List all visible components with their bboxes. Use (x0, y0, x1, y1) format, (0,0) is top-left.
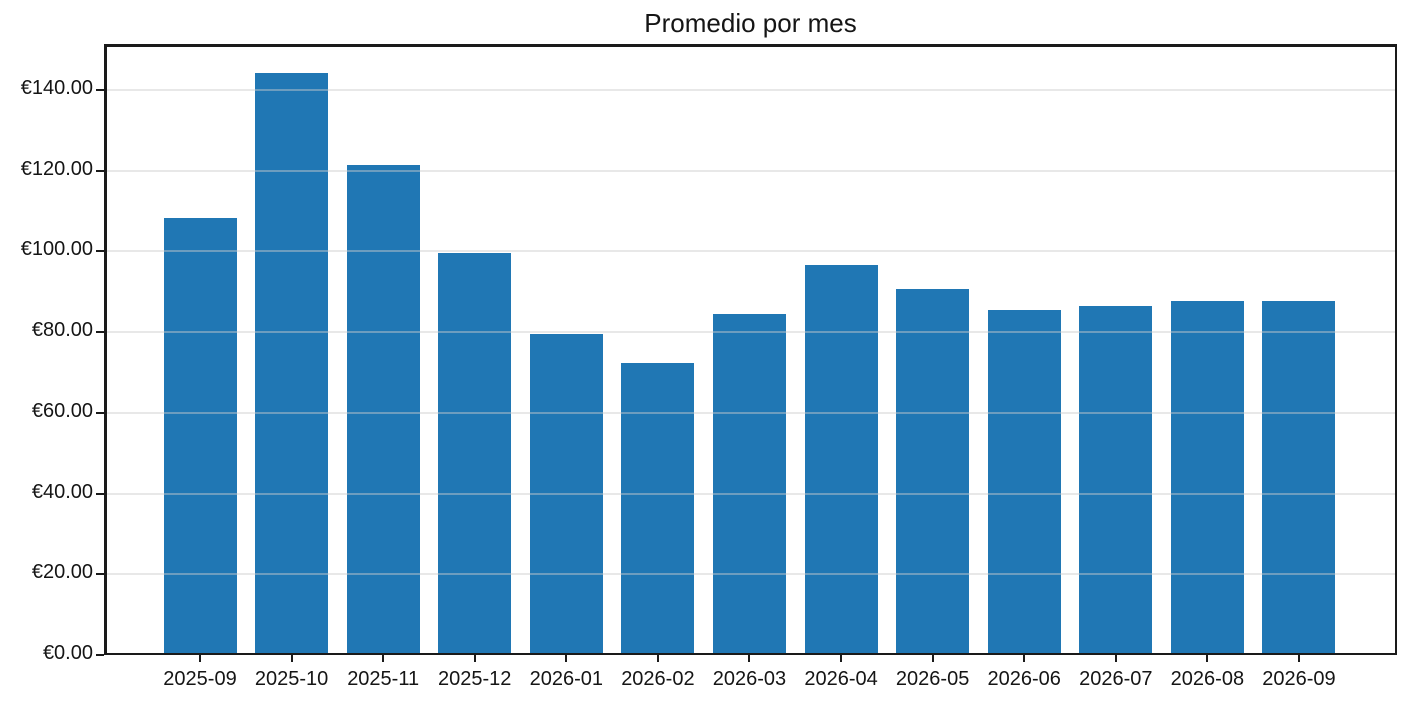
bar-2026-05 (896, 288, 970, 655)
right-spine (1394, 44, 1397, 655)
x-tick-label: 2026-07 (1079, 668, 1153, 690)
bar-2025-12 (438, 252, 512, 655)
y-tick (96, 169, 104, 172)
x-tick (1297, 655, 1300, 662)
y-tick (96, 411, 104, 414)
y-tick (96, 89, 104, 91)
gridline-80 (104, 331, 1397, 334)
bar-2026-06 (987, 309, 1061, 655)
x-tick-label: 2025-12 (438, 668, 512, 690)
gridline-120 (104, 169, 1397, 172)
y-tick-label: €20.00 (31, 561, 93, 584)
bar-2026-08 (1170, 300, 1244, 655)
y-tick (96, 492, 104, 495)
x-tick (565, 655, 568, 662)
y-tick (96, 654, 104, 656)
x-tick (382, 655, 385, 662)
y-tick-label: €40.00 (31, 480, 93, 503)
y-axis-line (104, 44, 107, 655)
x-tick-label: 2026-05 (895, 668, 970, 690)
x-tick-label: 2026-04 (804, 668, 878, 690)
gridline-100 (104, 250, 1397, 253)
x-tick (290, 655, 293, 662)
gridline-140 (104, 89, 1397, 91)
x-tick-label: 2026-01 (529, 668, 604, 690)
bar-2026-07 (1079, 306, 1153, 655)
y-tick (96, 250, 104, 253)
bar-2026-09 (1262, 301, 1336, 655)
plot-area (104, 44, 1397, 655)
y-tick-label: €80.00 (31, 319, 93, 342)
y-tick-label: €0.00 (42, 642, 93, 664)
x-tick-label: 2026-03 (712, 668, 787, 690)
x-tick (199, 655, 201, 662)
y-tick-label: €120.00 (20, 157, 93, 180)
bar-2026-04 (804, 265, 878, 655)
x-tick-label: 2026-06 (987, 668, 1061, 690)
y-tick-label: €100.00 (20, 238, 93, 261)
gridline-20 (104, 573, 1397, 576)
y-tick-label: €60.00 (31, 399, 93, 422)
x-tick-label: 2026-09 (1262, 668, 1336, 690)
x-tick-label: 2026-02 (621, 668, 695, 690)
y-tick (96, 331, 104, 334)
x-tick-label: 2026-08 (1170, 668, 1245, 690)
bar-2025-09 (163, 217, 237, 655)
bar-2025-11 (346, 164, 420, 655)
gridline-60 (104, 411, 1397, 414)
x-axis-line (104, 652, 1397, 655)
gridline-40 (104, 492, 1397, 495)
x-tick (1206, 655, 1209, 662)
bar-2026-02 (621, 363, 695, 655)
x-tick (1114, 655, 1117, 662)
bar-2025-10 (255, 73, 329, 655)
x-tick (656, 655, 659, 662)
y-tick-label: €140.00 (20, 77, 93, 99)
x-tick (748, 655, 751, 662)
y-tick (96, 573, 104, 576)
x-tick (840, 655, 843, 662)
x-tick (1023, 655, 1026, 662)
x-tick-label: 2025-10 (254, 668, 329, 690)
x-tick-label: 2025-11 (347, 668, 420, 690)
bar-2026-03 (712, 313, 786, 655)
bar-2026-01 (529, 333, 603, 655)
chart-title: Promedio por mes (644, 8, 857, 38)
x-tick (473, 655, 476, 662)
top-spine (104, 44, 1397, 47)
x-tick (931, 655, 934, 662)
x-tick-label: 2025-09 (163, 668, 237, 690)
